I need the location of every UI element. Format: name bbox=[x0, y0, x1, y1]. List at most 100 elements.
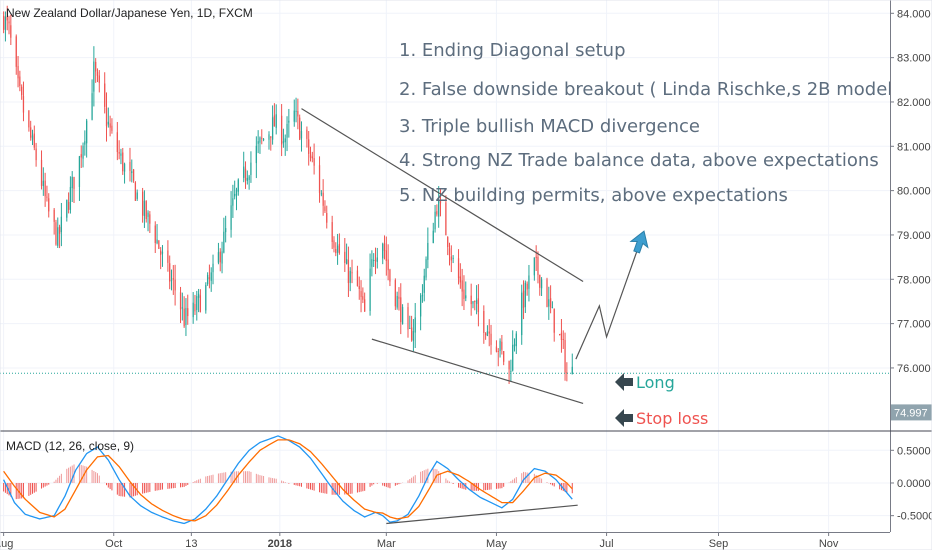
candle-body bbox=[522, 290, 525, 308]
candle-body bbox=[273, 115, 276, 127]
candle-body bbox=[73, 176, 75, 189]
candle-body bbox=[501, 341, 503, 350]
candle-body bbox=[450, 256, 452, 261]
candle-body bbox=[463, 289, 465, 299]
candle-body bbox=[185, 307, 187, 325]
candle-body bbox=[553, 308, 555, 333]
candle-body bbox=[10, 25, 12, 38]
candle-body bbox=[497, 350, 499, 352]
price-axis-ticks: 84.000 83.000 82.000 81.000 80.000 79.000 78.0… bbox=[890, 8, 931, 375]
candle-body bbox=[383, 243, 386, 252]
candle-body bbox=[91, 93, 93, 120]
candle-body bbox=[421, 294, 424, 297]
candle-body bbox=[427, 242, 429, 260]
candle-body bbox=[210, 272, 212, 281]
candle-body bbox=[457, 258, 460, 279]
candle-body bbox=[438, 200, 440, 217]
candle-body bbox=[67, 201, 70, 210]
candle-body bbox=[129, 161, 131, 171]
candle-body bbox=[261, 137, 263, 139]
time-tick-label: Oct bbox=[105, 538, 122, 550]
candle-body bbox=[526, 283, 528, 290]
candle-body bbox=[109, 123, 111, 128]
candle-body bbox=[30, 127, 32, 138]
candle-body bbox=[376, 257, 378, 262]
current-price-box bbox=[891, 404, 932, 421]
candle-body bbox=[235, 189, 238, 196]
candle-body bbox=[6, 16, 8, 21]
candle-body bbox=[31, 135, 34, 140]
candle-body bbox=[104, 83, 106, 107]
candle-body bbox=[326, 213, 328, 223]
candle-body bbox=[28, 110, 30, 128]
current-price-badge: 74.997 bbox=[891, 404, 932, 421]
analysis-note: 1. Ending Diagonal setup bbox=[399, 40, 626, 61]
candle-body bbox=[344, 251, 346, 263]
candle-body bbox=[293, 110, 295, 122]
candle-body bbox=[396, 295, 398, 308]
candle-body bbox=[434, 211, 436, 230]
candle-body bbox=[484, 333, 487, 336]
candle-body bbox=[299, 117, 301, 140]
candle-body bbox=[347, 259, 350, 284]
candle-body bbox=[2, 15, 5, 30]
candle-body bbox=[360, 291, 362, 298]
candle-body bbox=[382, 243, 384, 259]
left-arrow-icon bbox=[615, 373, 633, 391]
candle-body bbox=[364, 299, 366, 312]
candle-body bbox=[495, 346, 498, 352]
candle-body bbox=[414, 317, 416, 333]
candle-body bbox=[57, 227, 59, 246]
candle-body bbox=[192, 302, 194, 318]
price-tick-label: 83.000 bbox=[897, 53, 931, 65]
candle-body bbox=[512, 344, 514, 371]
candle-body bbox=[459, 276, 461, 283]
candle-body bbox=[280, 115, 283, 145]
candle-body bbox=[564, 339, 566, 373]
candle-body bbox=[134, 182, 137, 201]
candle-body bbox=[351, 272, 353, 274]
candle-body bbox=[385, 250, 387, 261]
candle-body bbox=[448, 248, 451, 256]
candle-body bbox=[78, 156, 81, 187]
candle-body bbox=[548, 299, 550, 307]
candle-body bbox=[205, 284, 207, 311]
candle-body bbox=[297, 110, 299, 117]
candle-body bbox=[549, 298, 552, 308]
candle-body bbox=[503, 351, 505, 362]
candle-body bbox=[472, 301, 474, 304]
marker-stop-loss: Stop loss bbox=[615, 409, 708, 428]
candle-body bbox=[521, 292, 523, 336]
candle-body bbox=[243, 166, 245, 178]
candle-body bbox=[488, 331, 490, 334]
candle-body bbox=[84, 141, 86, 145]
price-tick-label: 81.000 bbox=[897, 141, 931, 153]
candle-body bbox=[230, 205, 232, 230]
candle-body bbox=[19, 76, 21, 87]
candle-body bbox=[160, 250, 162, 255]
candle-body bbox=[158, 240, 160, 249]
analysis-note: 3. Triple bullish MACD divergence bbox=[399, 116, 700, 137]
candle-body bbox=[345, 259, 348, 264]
candle-body bbox=[98, 75, 100, 83]
candle-body bbox=[425, 259, 427, 278]
projection-path bbox=[575, 234, 644, 360]
candle-body bbox=[262, 139, 265, 141]
candle-body bbox=[270, 136, 272, 138]
candle-body bbox=[143, 200, 146, 216]
candle-body bbox=[394, 280, 396, 307]
candle-body bbox=[313, 158, 315, 166]
candle-body bbox=[8, 21, 10, 24]
candle-body bbox=[55, 222, 57, 245]
candle-body bbox=[96, 72, 99, 76]
candle-body bbox=[369, 268, 371, 311]
candle-body bbox=[331, 222, 333, 242]
candle-body bbox=[141, 191, 144, 216]
candle-body bbox=[197, 293, 200, 298]
candle-body bbox=[147, 212, 149, 217]
candle-body bbox=[149, 214, 151, 224]
marker-label: Long bbox=[636, 373, 675, 392]
candle-body bbox=[122, 152, 124, 172]
